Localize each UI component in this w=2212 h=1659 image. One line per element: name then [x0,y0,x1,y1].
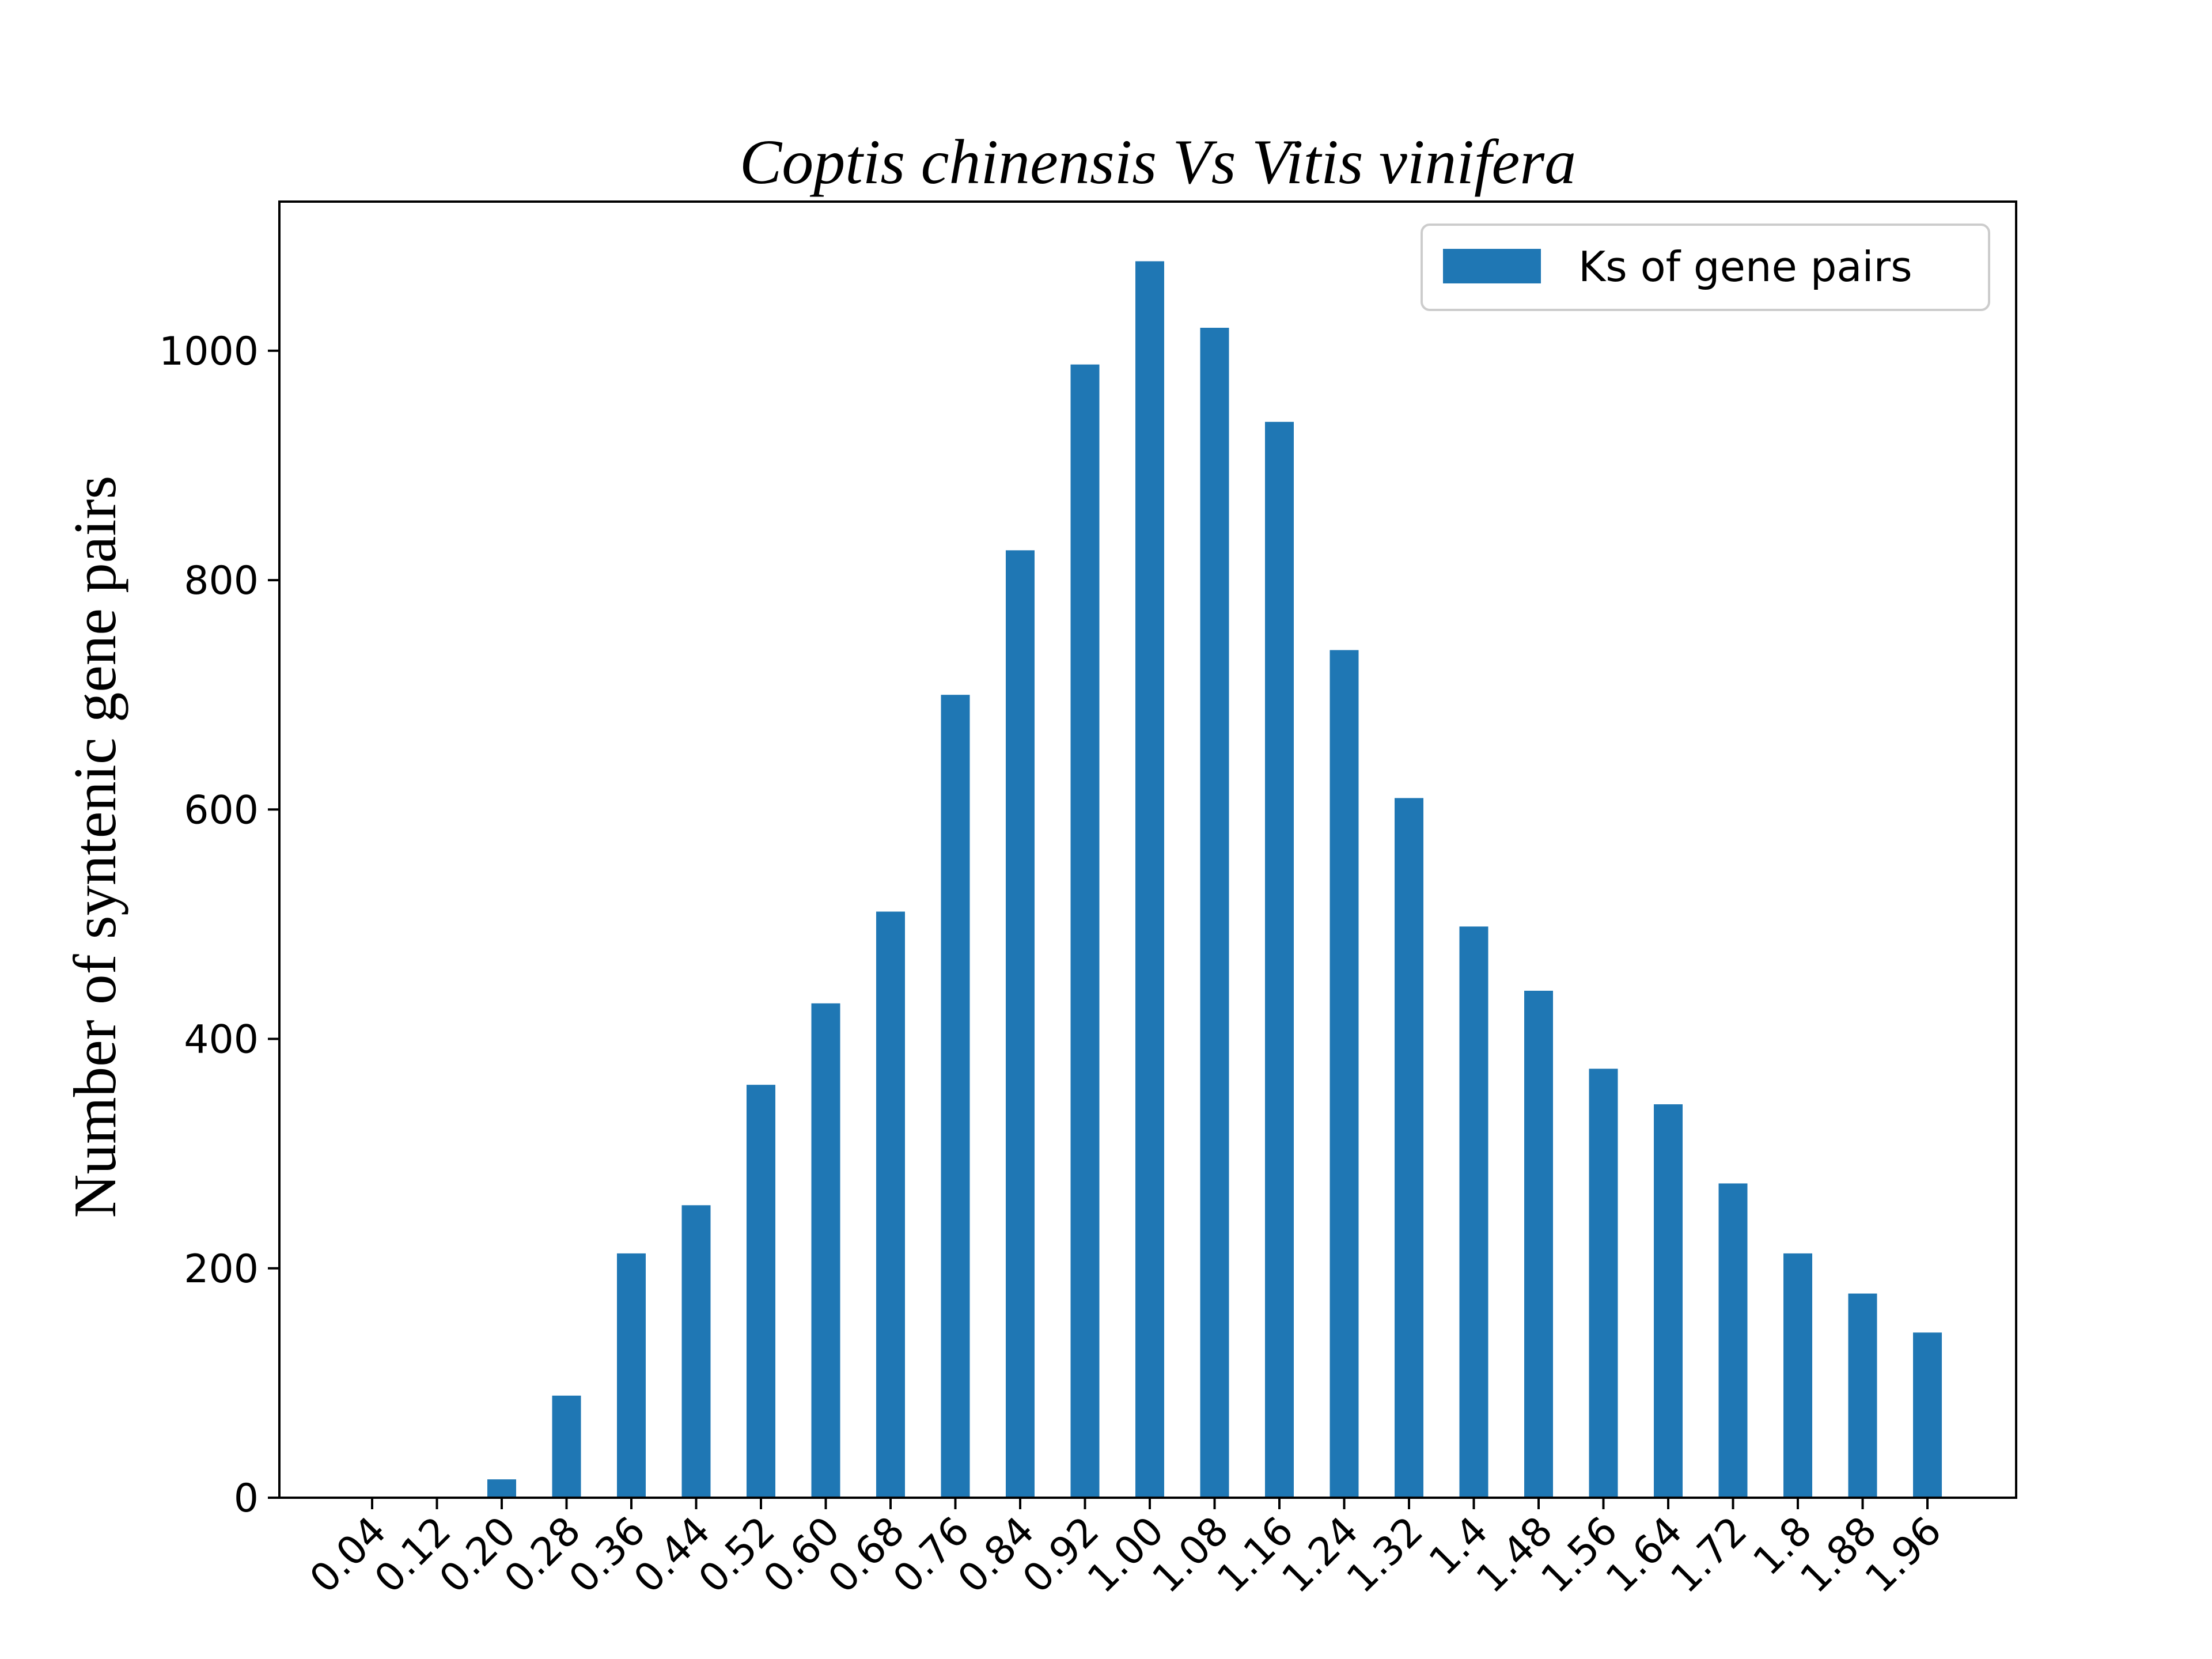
bar-0.92 [1070,364,1100,1498]
bar-1.08 [1200,328,1229,1498]
y-axis-ticks: 0 200 400 600 800 1000 [159,329,279,1521]
bar-group [487,261,1942,1498]
legend-box [1421,224,1990,311]
y-tick-label: 400 [184,1017,259,1063]
bar-0.44 [681,1205,711,1498]
bar-0.68 [876,911,905,1498]
bar-1.88 [1848,1293,1877,1498]
legend-swatch [1443,249,1541,283]
bar-1.64 [1654,1104,1683,1498]
bar-1.32 [1395,798,1423,1498]
bar-1.00 [1135,261,1164,1498]
plot-frame [278,200,2017,1499]
bar-0.76 [941,695,970,1498]
bar-1.96 [1913,1332,1942,1498]
legend-label: Ks of gene pairs [1578,243,1912,291]
bar-0.84 [1006,550,1035,1498]
bar-0.52 [747,1085,775,1498]
bar-0.60 [811,1003,840,1498]
bar-1.56 [1589,1069,1618,1498]
bar-1.24 [1330,650,1359,1498]
bar-1.16 [1265,422,1294,1498]
bar-0.36 [617,1253,646,1498]
y-axis-label: Number of syntenic gene pairs [61,476,128,1218]
y-tick-label: 600 [184,787,259,833]
bar-1.4 [1459,926,1488,1498]
bar-1.8 [1783,1253,1812,1498]
bar-1.72 [1718,1183,1748,1498]
legend: Ks of gene pairs [1421,224,1990,311]
y-tick-label: 200 [184,1247,259,1292]
bar-0.20 [487,1479,516,1498]
bar-0.28 [552,1395,581,1498]
chart-title: Coptis chinensis Vs Vitis vinifera [740,127,1576,197]
bar-1.48 [1524,990,1553,1498]
y-tick-label: 0 [234,1476,259,1521]
y-tick-label: 800 [184,558,259,604]
y-tick-label: 1000 [159,329,259,374]
